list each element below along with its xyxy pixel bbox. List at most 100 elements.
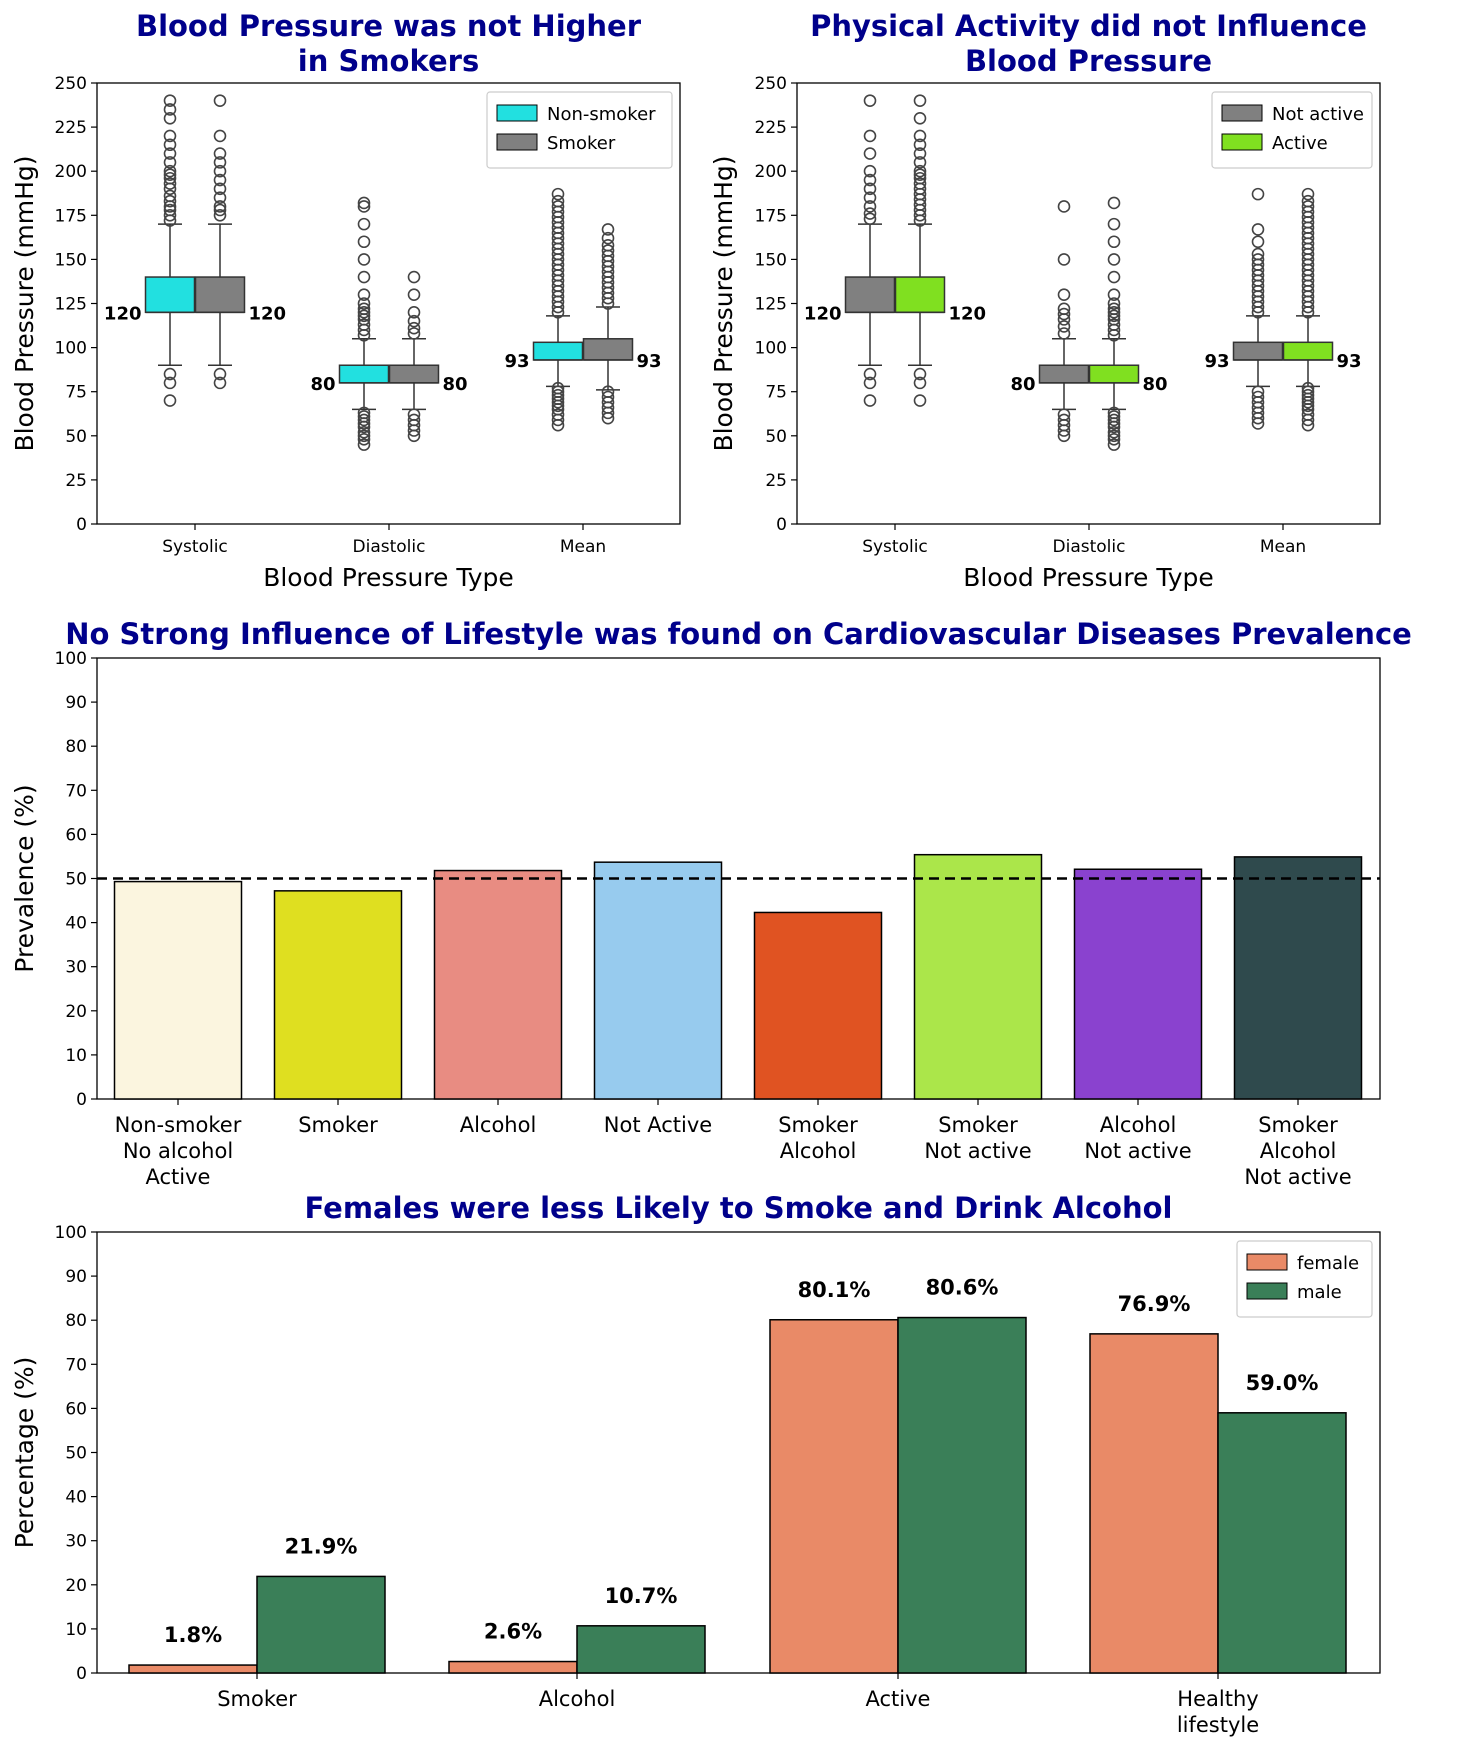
outlier-point [1107, 425, 1121, 439]
outlier-point [601, 238, 615, 252]
y-tick-label: 125 [55, 295, 87, 315]
y-tick-label: 10 [65, 1620, 87, 1640]
y-tick-label: 50 [65, 1444, 87, 1464]
outlier-point [163, 189, 177, 203]
outlier-point [163, 177, 177, 190]
y-tick-label: 0 [776, 515, 787, 535]
outlier-point [1107, 429, 1121, 443]
y-tick-label: 250 [755, 74, 787, 94]
x-tick-label: Smoker [778, 1113, 858, 1137]
outlier-point [1107, 302, 1121, 316]
bar-value-label: 59.0% [1246, 1371, 1319, 1395]
outlier-point [913, 138, 927, 152]
outlier-point [1251, 385, 1265, 399]
y-tick-label: 150 [755, 250, 787, 270]
y-tick-label: 200 [755, 162, 787, 182]
y-axis-label: Prevalence (%) [10, 784, 39, 972]
outlier-point [551, 388, 565, 402]
y-axis-label: Blood Pressure (mmHg) [709, 155, 738, 451]
outlier-point [1251, 235, 1265, 249]
outlier-point [407, 413, 421, 427]
bar-value-label: 2.6% [484, 1620, 542, 1644]
outlier-point [1251, 187, 1265, 201]
x-tick-label: Smoker [298, 1113, 378, 1137]
x-tick-label: Mean [1260, 537, 1306, 557]
bar [433, 869, 563, 1100]
outlier-point [163, 156, 177, 169]
y-tick-label: 225 [55, 118, 87, 138]
chart-title: in Smokers [298, 44, 479, 78]
x-tick-label: Smoker [1258, 1113, 1338, 1137]
legend-swatch [1221, 133, 1263, 151]
outlier-point [1251, 223, 1265, 236]
outlier-point [863, 94, 877, 107]
median-value-label: 80 [1143, 374, 1168, 395]
box-non-smoker [338, 364, 390, 384]
box-smoker [388, 364, 440, 384]
y-tick-label: 175 [55, 206, 87, 226]
outlier-point [1057, 413, 1071, 427]
y-tick-label: 60 [65, 825, 87, 845]
y-tick-label: 20 [65, 1002, 87, 1022]
y-tick-label: 125 [755, 295, 787, 315]
bar-female [448, 1660, 578, 1674]
bar-value-label: 1.8% [164, 1623, 222, 1647]
y-tick-label: 70 [65, 781, 87, 801]
outlier-point [357, 309, 371, 323]
x-tick-label: Not active [1244, 1165, 1351, 1189]
y-tick-label: 30 [65, 1532, 87, 1552]
median-value-label: 80 [443, 374, 468, 395]
median-value-label: 93 [504, 351, 529, 372]
outlier-point [407, 408, 421, 421]
outlier-point [1301, 385, 1315, 399]
outlier-point [407, 306, 421, 319]
outlier-point [163, 171, 177, 185]
outlier-point [357, 297, 371, 310]
outlier-point [913, 129, 927, 143]
outlier-point [913, 156, 927, 169]
outlier-point [357, 196, 371, 210]
outlier-point [1107, 217, 1121, 231]
outlier-point [357, 406, 371, 420]
y-axis-label: Blood Pressure (mmHg) [10, 155, 39, 451]
legend-swatch [1221, 104, 1263, 122]
outlier-point [357, 253, 371, 266]
outlier-point [213, 191, 227, 204]
median-value-label: 93 [1337, 351, 1362, 372]
outlier-point [213, 209, 227, 222]
outlier-point [551, 194, 565, 208]
legend-label: male [1297, 1282, 1342, 1303]
outlier-point [1301, 388, 1315, 402]
outlier-point [357, 433, 371, 446]
x-tick-label: Non-smoker [115, 1113, 242, 1137]
outlier-point [551, 381, 565, 395]
y-tick-label: 175 [755, 206, 787, 226]
outlier-point [913, 94, 927, 107]
outlier-point [1301, 381, 1315, 395]
bar-female [1089, 1333, 1219, 1674]
x-tick-label: Alcohol [1260, 1139, 1337, 1163]
outlier-point [163, 367, 177, 381]
outlier-point [863, 129, 877, 143]
x-tick-label: Active [146, 1165, 211, 1189]
chart-title: Physical Activity did not Influence [810, 9, 1367, 43]
outlier-point [407, 270, 421, 284]
y-tick-label: 75 [765, 383, 787, 403]
chart-title: Females were less Likely to Smoke and Dr… [305, 1191, 1173, 1225]
outlier-point [913, 367, 927, 381]
median-value-label: 120 [104, 303, 142, 324]
median-value-label: 120 [249, 303, 287, 324]
outlier-point [863, 207, 877, 220]
outlier-point [1057, 327, 1071, 340]
outlier-point [1107, 413, 1121, 427]
outlier-point [601, 385, 615, 399]
y-tick-label: 30 [65, 958, 87, 978]
outlier-point [357, 200, 371, 213]
outlier-point [357, 425, 371, 439]
outlier-point [1057, 288, 1071, 301]
outlier-point [1251, 253, 1265, 266]
x-tick-label: Alcohol [539, 1687, 616, 1711]
outlier-point [213, 203, 227, 217]
outlier-point [863, 376, 877, 390]
outlier-point [913, 394, 927, 407]
